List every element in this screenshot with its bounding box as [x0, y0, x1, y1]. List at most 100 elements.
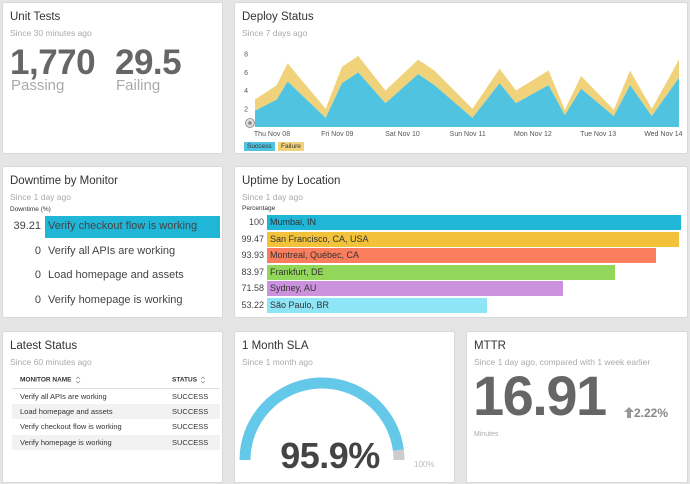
downtime-value: 0: [34, 293, 41, 306]
y-tick-label: 4: [244, 88, 248, 95]
passing-label: Passing: [11, 77, 65, 94]
passing-count: 1,770: [10, 43, 96, 82]
uptime-value: 53.22: [241, 299, 264, 310]
downtime-monitor-label: Load homepage and assets: [48, 269, 184, 281]
status-cell: SUCCESS: [172, 422, 209, 432]
uptime-location-label: São Paulo, BR: [270, 299, 330, 310]
card-subtitle: Since 7 days ago: [242, 28, 308, 38]
y-tick-label: 8: [244, 52, 248, 59]
card-subtitle: Since 1 month ago: [242, 357, 313, 367]
uptime-row[interactable]: 83.97 Frankfurt, DE: [235, 264, 685, 280]
card-subtitle: Since 1 day ago: [242, 192, 303, 202]
uptime-location-label: Mumbai, IN: [270, 217, 317, 227]
gauge-track: [392, 449, 405, 461]
mttr-unit: Minutes: [474, 431, 499, 438]
uptime-value: 83.97: [241, 266, 264, 277]
uptime-row[interactable]: 100 Mumbai, IN: [235, 215, 685, 230]
downtime-value: 39.21: [13, 220, 41, 232]
status-cell: SUCCESS: [164, 403, 220, 419]
sort-icon: [200, 376, 206, 384]
uptime-value: 99.47: [241, 233, 264, 244]
monitor-name-cell: Load homepage and assets: [12, 403, 164, 419]
card-title: MTTR: [474, 340, 506, 352]
card-title: 1 Month SLA: [242, 340, 309, 352]
table-row[interactable]: Load homepage and assets SUCCESS: [12, 403, 220, 419]
unit-tests-card: Unit Tests Since 30 minutes ago 1,770 Pa…: [2, 2, 223, 154]
uptime-card: Uptime by Location Since 1 day ago Perce…: [234, 166, 688, 318]
uptime-value: 100: [248, 217, 264, 227]
status-cell: SUCCESS: [164, 434, 220, 450]
downtime-card: Downtime by Monitor Since 1 day ago Down…: [2, 166, 223, 318]
sla-card: 1 Month SLA Since 1 month ago 95.9% 100%: [234, 331, 455, 483]
card-title: Unit Tests: [10, 11, 61, 23]
uptime-row[interactable]: 71.58 Sydney, AU: [235, 281, 685, 296]
uptime-axis-label: Percentage: [242, 205, 276, 212]
downtime-row[interactable]: 39.21 Verify checkout flow is working: [3, 216, 223, 238]
mttr-delta-value: 2.22%: [634, 406, 669, 420]
uptime-value: 93.93: [241, 250, 264, 260]
sort-icon: [75, 376, 80, 384]
monitor-name-cell: Verify all APIs are working: [20, 391, 107, 401]
deploy-status-card: Deploy Status Since 7 days ago 2 4 6 8 Thu N…: [234, 2, 688, 154]
downtime-row[interactable]: 0 Load homepage and assets: [3, 265, 223, 287]
series-success-area[interactable]: [255, 72, 679, 127]
legend-failure[interactable]: Failure: [278, 142, 304, 151]
uptime-location-label: Montreal, Québec, CA: [270, 250, 360, 260]
uptime-value: 71.58: [241, 283, 264, 293]
monitor-name-cell: Verify homepage is working: [12, 434, 164, 450]
uptime-row[interactable]: 93.93 Montreal, Québec, CA: [235, 248, 685, 263]
status-table: MONITOR NAME STATUS Verify all APIs are …: [12, 373, 220, 450]
x-tick-label: Wed Nov 14: [644, 131, 682, 138]
y-tick-label: 2: [244, 106, 248, 113]
deploy-status-chart: 2 4 6 8 Thu Nov 08 Fri Nov 09 Sat Nov 10 Sun No…: [244, 52, 683, 138]
sla-gauge: [239, 377, 405, 461]
x-tick-label: Sat Nov 10: [385, 131, 420, 138]
uptime-bar: [267, 231, 679, 247]
card-title: Downtime by Monitor: [10, 175, 119, 187]
status-cell: SUCCESS: [172, 391, 209, 401]
card-subtitle: Since 60 minutes ago: [10, 357, 92, 367]
series-failure-area[interactable]: [255, 55, 679, 118]
downtime-monitor-label: Verify all APIs are working: [48, 244, 176, 257]
card-subtitle: Since 30 minutes ago: [10, 28, 92, 38]
downtime-monitor-label: Verify homepage is working: [48, 293, 183, 306]
gauge-fill: [239, 377, 404, 461]
column-header-status[interactable]: STATUS: [164, 373, 220, 389]
uptime-row[interactable]: 99.47 San Francisco, CA, USA: [235, 231, 685, 247]
uptime-bar: [267, 264, 615, 280]
arrow-up-icon: [624, 407, 634, 418]
uptime-row[interactable]: 53.22 São Paulo, BR: [235, 297, 685, 313]
sla-max-label: 100%: [414, 460, 435, 469]
table-row[interactable]: Verify checkout flow is working SUCCESS: [12, 419, 220, 435]
card-subtitle: Since 1 day ago, compared with 1 week ea…: [474, 357, 651, 367]
x-tick-label: Fri Nov 09: [321, 131, 353, 138]
downtime-row[interactable]: 0 Verify homepage is working: [3, 290, 223, 312]
downtime-monitor-label: Verify checkout flow is working: [48, 220, 198, 232]
zoom-reset-icon[interactable]: [245, 118, 255, 128]
uptime-location-label: Sydney, AU: [270, 283, 317, 293]
uptime-location-label: San Francisco, CA, USA: [270, 233, 369, 244]
x-tick-label: Tue Nov 13: [580, 131, 616, 138]
sla-value: 95.9%: [280, 435, 380, 476]
mttr-value: 16.91: [473, 364, 607, 427]
card-title: Latest Status: [10, 340, 78, 352]
failing-count: 29.5: [115, 43, 182, 82]
uptime-bar: [267, 215, 681, 230]
column-header-monitor[interactable]: MONITOR NAME: [12, 373, 164, 389]
downtime-value: 0: [34, 244, 41, 257]
downtime-axis-label: Downtime (%): [10, 206, 51, 213]
x-tick-label: Mon Nov 12: [514, 131, 552, 138]
table-row[interactable]: Verify homepage is working SUCCESS: [12, 434, 220, 450]
mttr-card: MTTR Since 1 day ago, compared with 1 we…: [466, 331, 688, 483]
downtime-value: 0: [34, 269, 41, 281]
uptime-bar: [267, 248, 656, 263]
y-tick-label: 6: [244, 70, 248, 77]
table-row[interactable]: Verify all APIs are working SUCCESS: [12, 388, 220, 404]
uptime-location-label: Frankfurt, DE: [270, 266, 324, 277]
x-tick-label: Thu Nov 08: [254, 131, 290, 138]
downtime-bar: [45, 216, 220, 238]
downtime-row[interactable]: 0 Verify all APIs are working: [3, 241, 223, 263]
monitor-name-cell: Verify checkout flow is working: [20, 422, 122, 432]
card-title: Deploy Status: [242, 11, 314, 23]
legend-success[interactable]: Success: [244, 142, 275, 151]
